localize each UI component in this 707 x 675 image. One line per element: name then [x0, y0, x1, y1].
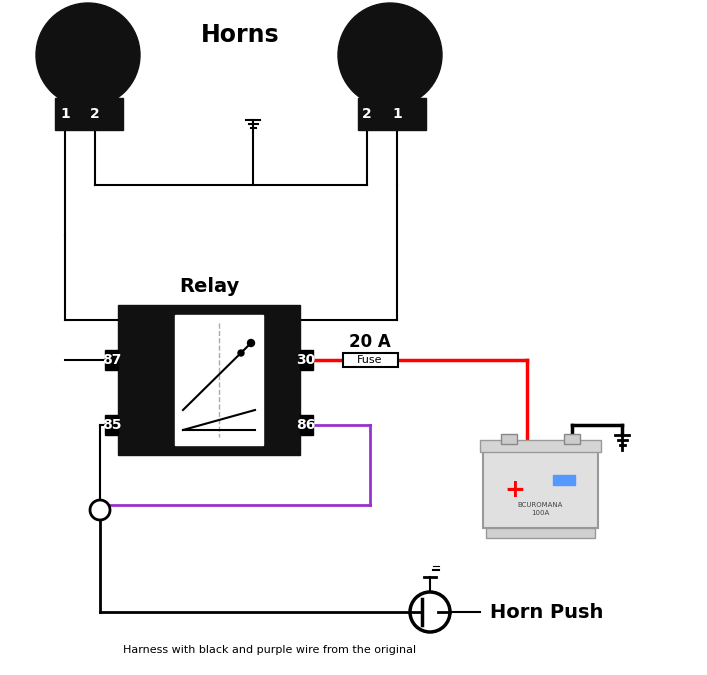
FancyBboxPatch shape [483, 448, 598, 528]
FancyBboxPatch shape [300, 415, 313, 435]
Text: Fuse: Fuse [357, 355, 382, 365]
Text: 86: 86 [296, 418, 316, 432]
Text: 2: 2 [362, 107, 372, 121]
Circle shape [90, 500, 110, 520]
FancyBboxPatch shape [105, 415, 118, 435]
Text: +: + [505, 478, 525, 502]
Text: 85: 85 [103, 418, 122, 432]
FancyBboxPatch shape [343, 353, 398, 367]
Text: BCUROMANA: BCUROMANA [518, 502, 563, 508]
FancyBboxPatch shape [501, 434, 517, 444]
Text: Relay: Relay [179, 277, 239, 296]
FancyBboxPatch shape [553, 475, 575, 485]
FancyBboxPatch shape [105, 350, 118, 370]
Text: Harness with black and purple wire from the original: Harness with black and purple wire from … [124, 645, 416, 655]
Text: Horn Push: Horn Push [490, 603, 603, 622]
FancyBboxPatch shape [300, 350, 313, 370]
FancyBboxPatch shape [480, 440, 601, 452]
Circle shape [338, 3, 442, 107]
Circle shape [247, 340, 255, 346]
Text: 2: 2 [90, 107, 100, 121]
Text: 20 A: 20 A [349, 333, 391, 351]
FancyBboxPatch shape [175, 315, 263, 445]
FancyBboxPatch shape [55, 98, 123, 130]
Text: 1: 1 [392, 107, 402, 121]
Text: Horns: Horns [201, 23, 279, 47]
Circle shape [238, 350, 244, 356]
FancyBboxPatch shape [118, 305, 300, 455]
Circle shape [410, 592, 450, 632]
FancyBboxPatch shape [358, 98, 426, 130]
Text: 100A: 100A [531, 510, 549, 516]
FancyBboxPatch shape [486, 528, 595, 538]
Text: 87: 87 [103, 353, 122, 367]
FancyBboxPatch shape [564, 434, 580, 444]
Text: 1: 1 [60, 107, 70, 121]
Text: 30: 30 [296, 353, 315, 367]
Circle shape [36, 3, 140, 107]
